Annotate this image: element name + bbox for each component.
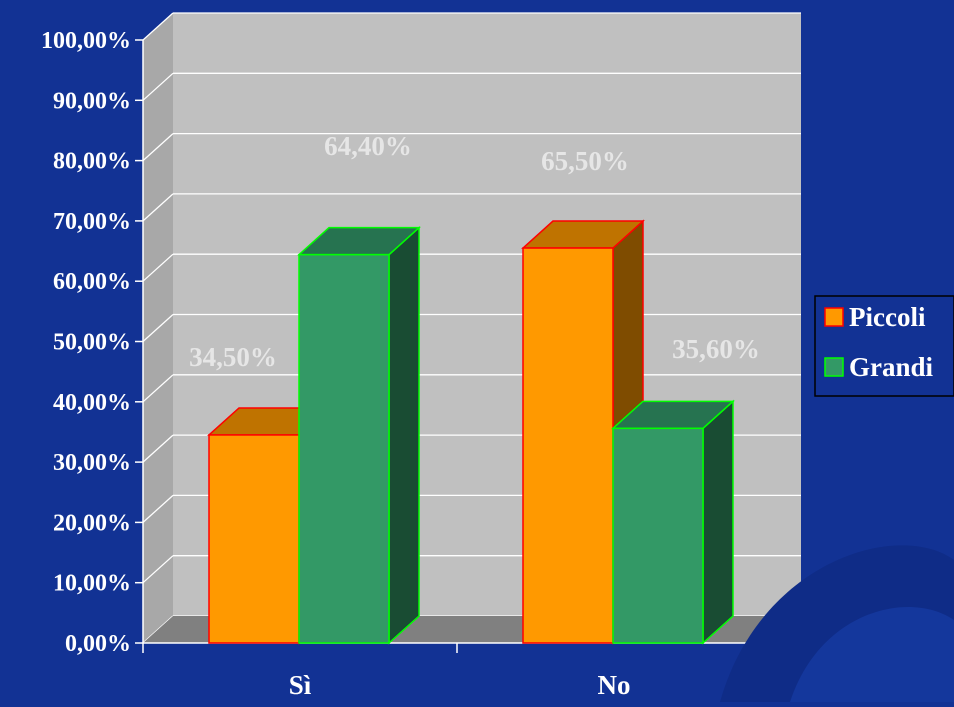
legend-label: Grandi — [849, 352, 934, 382]
gridline-side — [142, 193, 174, 222]
y-tick-label: 90,00% — [53, 88, 131, 114]
bar — [298, 253, 390, 644]
data-label: 35,60% — [672, 334, 760, 364]
y-tick-label: 70,00% — [53, 209, 131, 235]
x-tick-label: No — [598, 670, 631, 700]
y-tick-label: 40,00% — [53, 390, 131, 416]
y-tick-label: 80,00% — [53, 149, 131, 175]
gridline-side — [142, 494, 174, 523]
data-label: 34,50% — [189, 342, 277, 372]
gridline-side — [142, 434, 174, 463]
gridline-side — [142, 12, 174, 41]
gridline-side — [142, 555, 174, 584]
legend-swatch — [824, 357, 844, 377]
y-tick-label: 20,00% — [53, 510, 131, 536]
gridline-side — [142, 374, 174, 403]
y-tick-label: 10,00% — [53, 571, 131, 597]
y-tick-label: 60,00% — [53, 269, 131, 295]
legend-label: Piccoli — [849, 302, 926, 332]
y-tick-label: 30,00% — [53, 450, 131, 476]
y-tick-label: 50,00% — [53, 330, 131, 356]
x-tick-label: Sì — [289, 670, 312, 700]
y-tick-label: 0,00% — [65, 631, 131, 657]
bar — [522, 247, 614, 644]
data-label: 64,40% — [324, 131, 412, 161]
gridline-side — [142, 314, 174, 342]
bar — [612, 427, 704, 644]
legend-box — [814, 295, 954, 397]
gridline-side — [142, 253, 174, 282]
y-tick-label: 100,00% — [41, 28, 131, 54]
gridline-side — [142, 133, 174, 162]
data-label: 65,50% — [541, 146, 629, 176]
legend-swatch — [824, 307, 844, 327]
gridline-side — [142, 72, 174, 101]
